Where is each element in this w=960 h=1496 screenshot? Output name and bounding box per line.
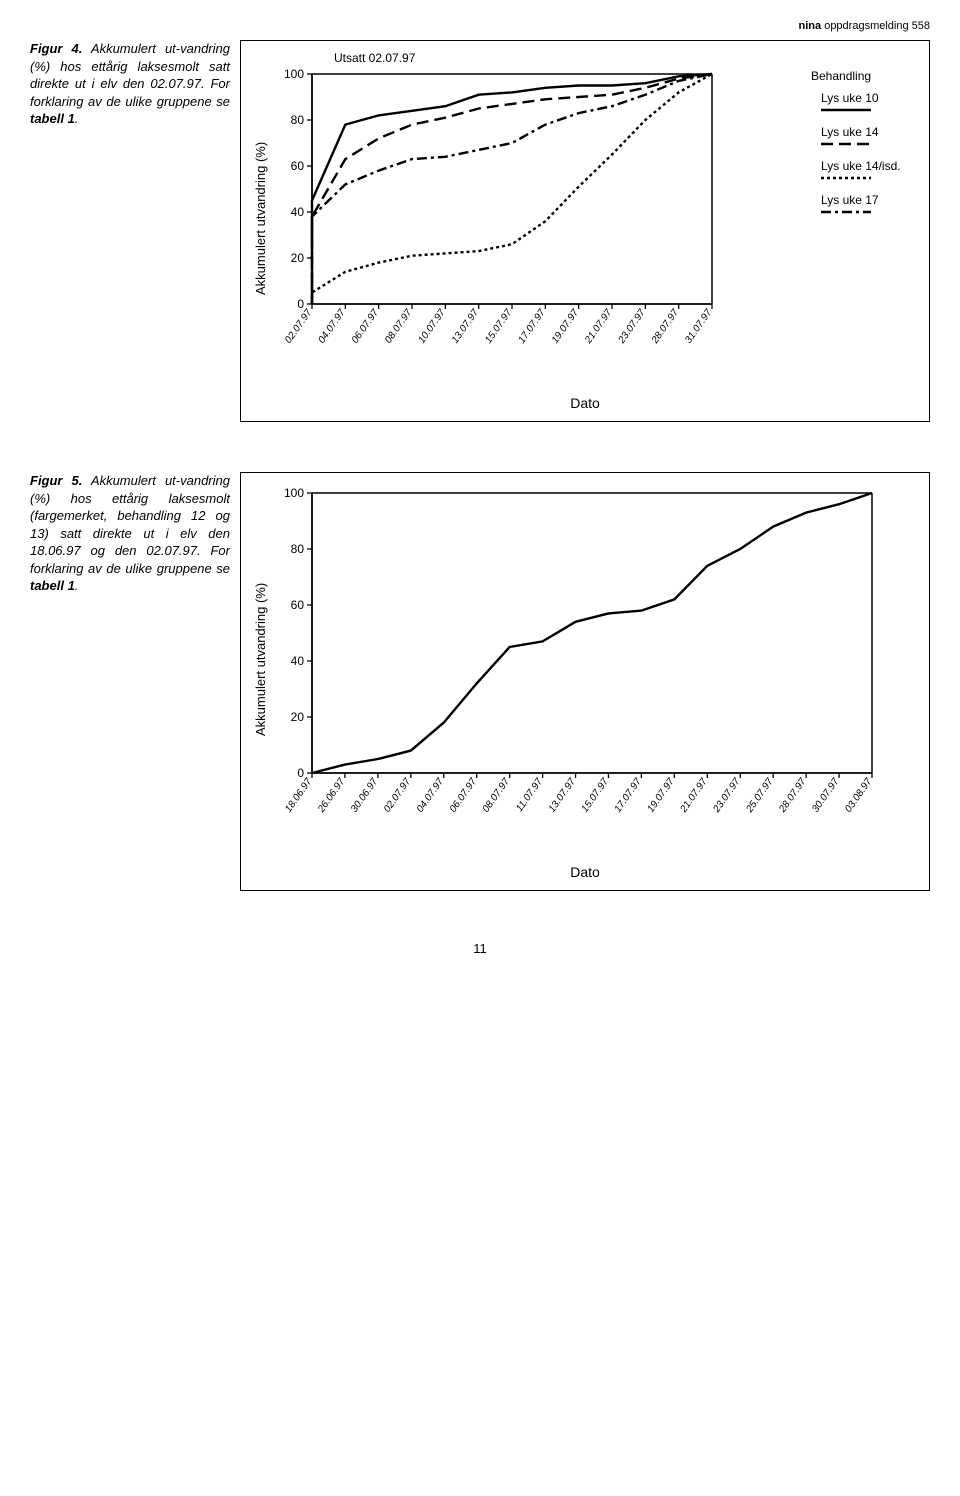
figure-5-table-ref: tabell 1 (30, 578, 75, 593)
figure-5-end: . (75, 578, 79, 593)
figure-4-chart-title: Utsatt 02.07.97 (334, 51, 921, 65)
svg-text:60: 60 (291, 598, 305, 612)
legend-label: Lys uke 14/isd. (821, 159, 921, 173)
figure-5-svg-wrap: 02040608010018.06.9726.06.9730.06.9702.0… (272, 483, 921, 836)
svg-text:19.07.97: 19.07.97 (550, 307, 582, 346)
figure-4-caption: Figur 4. Akkumulert ut-vandring (%) hos … (30, 40, 240, 128)
svg-text:08.07.97: 08.07.97 (383, 307, 415, 346)
figure-4-legend-title: Behandling (811, 69, 921, 83)
legend-item: Lys uke 17 (821, 193, 921, 215)
figure-4-frame: Utsatt 02.07.97 Akkumulert utvandring (%… (240, 40, 930, 422)
figure-4: Figur 4. Akkumulert ut-vandring (%) hos … (30, 40, 930, 422)
figure-4-svg: 02040608010002.07.9704.07.9706.07.9708.0… (272, 69, 717, 362)
legend-item: Lys uke 14/isd. (821, 159, 921, 181)
svg-text:11.07.97: 11.07.97 (514, 776, 545, 814)
legend-label: Lys uke 10 (821, 91, 921, 105)
svg-text:06.07.97: 06.07.97 (350, 307, 382, 346)
svg-text:100: 100 (284, 486, 304, 500)
figure-4-label: Figur 4. (30, 41, 82, 56)
svg-text:25.07.97: 25.07.97 (744, 776, 776, 815)
svg-text:40: 40 (291, 654, 305, 668)
svg-text:17.07.97: 17.07.97 (613, 776, 645, 815)
figure-5: Figur 5. Akkumulert ut-vandring (%) hos … (30, 472, 930, 891)
legend-label: Lys uke 17 (821, 193, 921, 207)
svg-text:02.07.97: 02.07.97 (283, 307, 315, 346)
svg-text:30.07.97: 30.07.97 (810, 776, 842, 815)
figure-4-ylabel: Akkumulert utvandring (%) (249, 69, 272, 367)
figure-5-frame: Akkumulert utvandring (%) 02040608010018… (240, 472, 930, 891)
figure-4-xlabel: Dato (249, 395, 921, 411)
svg-text:04.07.97: 04.07.97 (316, 307, 348, 346)
svg-text:23.07.97: 23.07.97 (616, 307, 648, 346)
svg-text:13.07.97: 13.07.97 (547, 776, 579, 815)
svg-text:23.07.97: 23.07.97 (711, 776, 743, 815)
svg-text:02.07.97: 02.07.97 (382, 776, 414, 815)
svg-text:80: 80 (291, 542, 305, 556)
figure-5-svg: 02040608010018.06.9726.06.9730.06.9702.0… (272, 483, 882, 831)
page-number: 11 (30, 941, 930, 956)
svg-text:06.07.97: 06.07.97 (448, 776, 480, 815)
svg-text:17.07.97: 17.07.97 (516, 307, 548, 346)
svg-text:100: 100 (284, 69, 304, 81)
svg-text:26.06.97: 26.06.97 (315, 776, 347, 815)
figure-5-label: Figur 5. (30, 473, 82, 488)
svg-text:08.07.97: 08.07.97 (481, 776, 513, 815)
svg-text:10.07.97: 10.07.97 (416, 307, 448, 346)
legend-item: Lys uke 10 (821, 91, 921, 113)
svg-text:80: 80 (291, 113, 305, 127)
figure-5-ylabel: Akkumulert utvandring (%) (249, 483, 272, 836)
svg-text:15.07.97: 15.07.97 (483, 307, 515, 346)
header-rest: oppdragsmelding 558 (821, 20, 930, 32)
svg-text:40: 40 (291, 205, 305, 219)
svg-text:04.07.97: 04.07.97 (415, 776, 447, 815)
svg-text:30.06.97: 30.06.97 (349, 776, 381, 815)
svg-text:13.07.97: 13.07.97 (450, 307, 482, 346)
svg-text:20: 20 (291, 251, 305, 265)
svg-text:31.07.97: 31.07.97 (683, 307, 715, 346)
svg-text:60: 60 (291, 159, 305, 173)
svg-text:28.07.97: 28.07.97 (649, 307, 681, 346)
figure-5-body: Akkumulert ut-vandring (%) hos ettårig l… (30, 473, 230, 576)
header-prefix: nina (799, 20, 822, 32)
svg-text:18.06.97: 18.06.97 (283, 776, 315, 815)
page-header: nina oppdragsmelding 558 (30, 20, 930, 32)
svg-text:28.07.97: 28.07.97 (777, 776, 809, 815)
svg-text:15.07.97: 15.07.97 (580, 776, 612, 815)
figure-4-svg-wrap: 02040608010002.07.9704.07.9706.07.9708.0… (272, 69, 803, 367)
figure-4-legend: Behandling Lys uke 10Lys uke 14Lys uke 1… (803, 69, 921, 367)
figure-4-end: . (75, 111, 79, 126)
svg-text:21.07.97: 21.07.97 (678, 776, 710, 815)
svg-text:21.07.97: 21.07.97 (583, 307, 615, 346)
svg-text:19.07.97: 19.07.97 (645, 776, 677, 815)
figure-4-legend-items: Lys uke 10 Lys uke 14 Lys uke 14/isd. Lys u… (811, 91, 921, 215)
figure-5-caption: Figur 5. Akkumulert ut-vandring (%) hos … (30, 472, 240, 595)
figure-4-table-ref: tabell 1 (30, 111, 75, 126)
legend-item: Lys uke 14 (821, 125, 921, 147)
svg-text:03.08.97: 03.08.97 (843, 776, 875, 815)
svg-text:20: 20 (291, 710, 305, 724)
legend-label: Lys uke 14 (821, 125, 921, 139)
figure-5-xlabel: Dato (249, 864, 921, 880)
